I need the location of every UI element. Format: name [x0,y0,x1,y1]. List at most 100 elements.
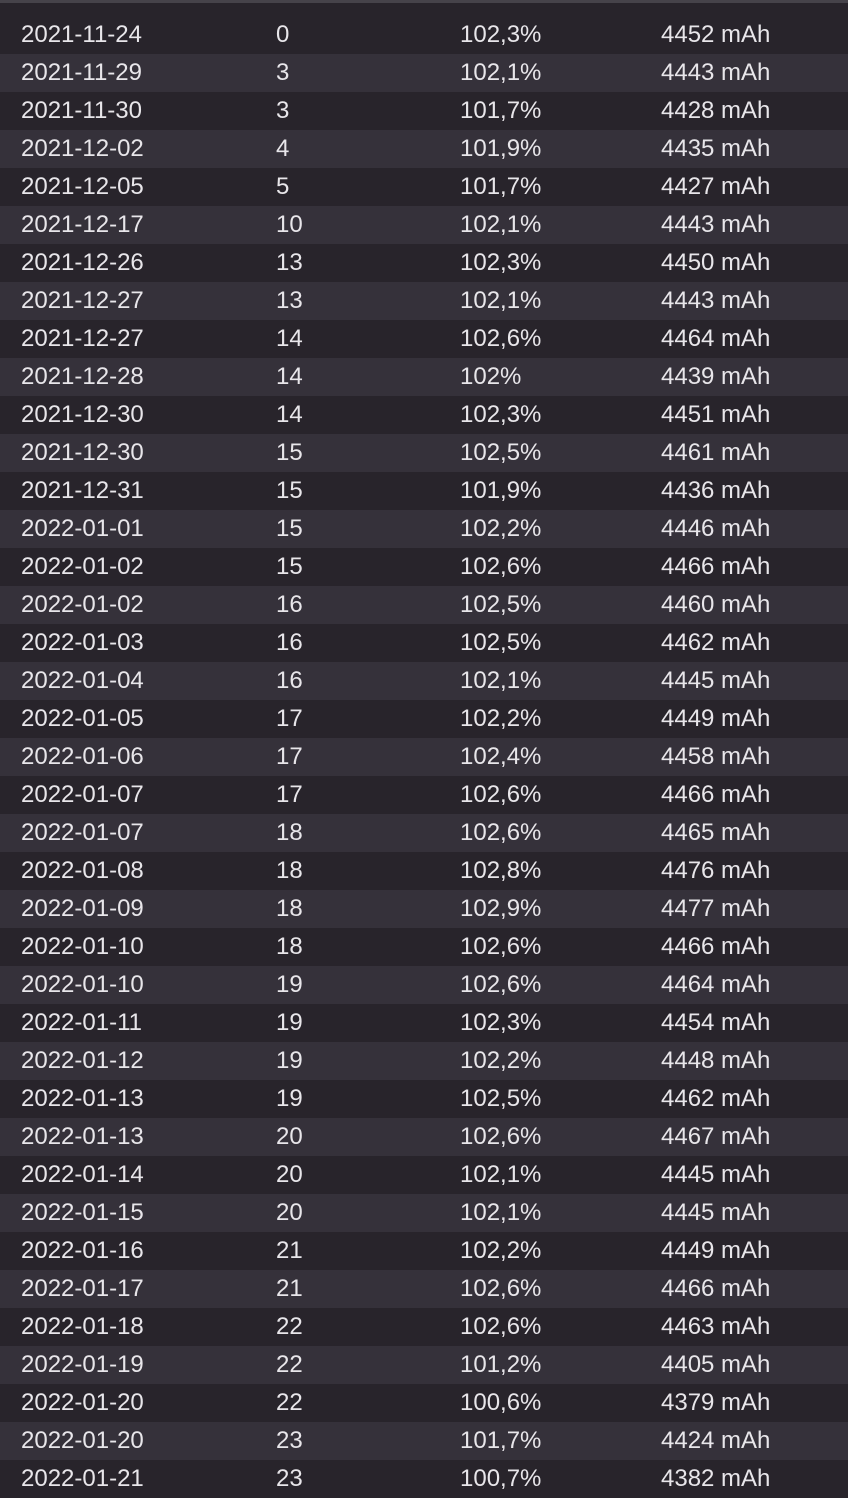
cycle-count-cell: 22 [276,1313,303,1340]
table-row[interactable]: 2021-12-27 13 102,1% 4443 mAh [0,282,848,320]
table-row[interactable]: 2022-01-13 20 102,6% 4467 mAh [0,1118,848,1156]
table-row[interactable]: 2022-01-11 19 102,3% 4454 mAh [0,1004,848,1042]
cycle-count-cell: 17 [276,743,303,770]
capacity-mah-cell: 4461 mAh [661,439,771,466]
capacity-mah-cell: 4465 mAh [661,819,771,846]
date-cell: 2022-01-15 [21,1199,144,1226]
capacity-mah-cell: 4424 mAh [661,1427,771,1454]
table-row[interactable]: 2022-01-14 20 102,1% 4445 mAh [0,1156,848,1194]
cycle-count-cell: 0 [276,21,290,48]
capacity-mah-cell: 4382 mAh [661,1465,771,1492]
capacity-mah-cell: 4462 mAh [661,1085,771,1112]
capacity-percent-cell: 102,3% [460,1009,542,1036]
cycle-count-cell: 20 [276,1199,303,1226]
table-row[interactable]: 2022-01-02 15 102,6% 4466 mAh [0,548,848,586]
cycle-count-cell: 19 [276,1085,303,1112]
table-row[interactable]: 2022-01-07 17 102,6% 4466 mAh [0,776,848,814]
date-cell: 2022-01-21 [21,1465,144,1492]
table-row[interactable]: 2021-12-02 4 101,9% 4435 mAh [0,130,848,168]
table-row[interactable]: 2022-01-02 16 102,5% 4460 mAh [0,586,848,624]
table-row[interactable]: 2022-01-12 19 102,2% 4448 mAh [0,1042,848,1080]
table-row[interactable]: 2021-12-30 15 102,5% 4461 mAh [0,434,848,472]
table-row[interactable]: 2022-01-08 18 102,8% 4476 mAh [0,852,848,890]
table-row[interactable]: 2022-01-15 20 102,1% 4445 mAh [0,1194,848,1232]
table-row[interactable]: 2021-11-29 3 102,1% 4443 mAh [0,54,848,92]
capacity-mah-cell: 4435 mAh [661,135,771,162]
date-cell: 2022-01-12 [21,1047,144,1074]
table-row[interactable]: 2022-01-13 19 102,5% 4462 mAh [0,1080,848,1118]
capacity-mah-cell: 4448 mAh [661,1047,771,1074]
date-cell: 2022-01-19 [21,1351,144,1378]
date-cell: 2021-11-29 [21,59,142,86]
top-divider [0,0,848,3]
cycle-count-cell: 16 [276,629,303,656]
table-row[interactable]: 2022-01-09 18 102,9% 4477 mAh [0,890,848,928]
capacity-percent-cell: 102,1% [460,287,542,314]
table-row[interactable]: 2022-01-10 18 102,6% 4466 mAh [0,928,848,966]
table-row[interactable]: 2022-01-10 19 102,6% 4464 mAh [0,966,848,1004]
table-row[interactable]: 2021-11-24 0 102,3% 4452 mAh [0,16,848,54]
table-row[interactable]: 2022-01-16 21 102,2% 4449 mAh [0,1232,848,1270]
date-cell: 2021-11-24 [21,21,142,48]
date-cell: 2022-01-20 [21,1427,144,1454]
capacity-mah-cell: 4458 mAh [661,743,771,770]
table-row[interactable]: 2022-01-20 23 101,7% 4424 mAh [0,1422,848,1460]
table-row[interactable]: 2022-01-17 21 102,6% 4466 mAh [0,1270,848,1308]
date-cell: 2022-01-16 [21,1237,144,1264]
capacity-percent-cell: 102,1% [460,1161,542,1188]
table-row[interactable]: 2022-01-20 22 100,6% 4379 mAh [0,1384,848,1422]
cycle-count-cell: 18 [276,933,303,960]
table-row[interactable]: 2021-12-27 14 102,6% 4464 mAh [0,320,848,358]
table-row[interactable]: 2022-01-04 16 102,1% 4445 mAh [0,662,848,700]
cycle-count-cell: 13 [276,287,303,314]
date-cell: 2021-12-30 [21,439,144,466]
capacity-mah-cell: 4445 mAh [661,667,771,694]
cycle-count-cell: 17 [276,781,303,808]
capacity-percent-cell: 102,5% [460,629,542,656]
capacity-mah-cell: 4379 mAh [661,1389,771,1416]
table-row[interactable]: 2022-01-07 18 102,6% 4465 mAh [0,814,848,852]
capacity-percent-cell: 102,3% [460,249,542,276]
table-row[interactable]: 2021-12-17 10 102,1% 4443 mAh [0,206,848,244]
date-cell: 2021-12-31 [21,477,144,504]
cycle-count-cell: 4 [276,135,290,162]
date-cell: 2021-12-28 [21,363,144,390]
cycle-count-cell: 15 [276,439,303,466]
table-row[interactable]: 2022-01-03 16 102,5% 4462 mAh [0,624,848,662]
capacity-mah-cell: 4443 mAh [661,59,771,86]
capacity-mah-cell: 4466 mAh [661,933,771,960]
battery-history-table: 2021-11-24 0 102,3% 4452 mAh 2021-11-29 3 102,… [0,16,848,1498]
capacity-percent-cell: 102,6% [460,1275,542,1302]
capacity-percent-cell: 102,1% [460,1199,542,1226]
capacity-mah-cell: 4445 mAh [661,1161,771,1188]
date-cell: 2021-12-30 [21,401,144,428]
cycle-count-cell: 15 [276,515,303,542]
table-row[interactable]: 2022-01-06 17 102,4% 4458 mAh [0,738,848,776]
capacity-mah-cell: 4405 mAh [661,1351,771,1378]
table-row[interactable]: 2022-01-21 23 100,7% 4382 mAh [0,1460,848,1498]
cycle-count-cell: 22 [276,1389,303,1416]
table-row[interactable]: 2021-12-28 14 102% 4439 mAh [0,358,848,396]
capacity-mah-cell: 4462 mAh [661,629,771,656]
table-row[interactable]: 2021-12-26 13 102,3% 4450 mAh [0,244,848,282]
table-row[interactable]: 2022-01-18 22 102,6% 4463 mAh [0,1308,848,1346]
capacity-percent-cell: 102,1% [460,59,542,86]
table-row[interactable]: 2022-01-19 22 101,2% 4405 mAh [0,1346,848,1384]
capacity-percent-cell: 101,7% [460,1427,542,1454]
table-row[interactable]: 2022-01-05 17 102,2% 4449 mAh [0,700,848,738]
table-row[interactable]: 2021-12-31 15 101,9% 4436 mAh [0,472,848,510]
cycle-count-cell: 22 [276,1351,303,1378]
table-row[interactable]: 2021-12-30 14 102,3% 4451 mAh [0,396,848,434]
table-row[interactable]: 2022-01-01 15 102,2% 4446 mAh [0,510,848,548]
capacity-percent-cell: 102,2% [460,515,542,542]
table-row[interactable]: 2021-12-05 5 101,7% 4427 mAh [0,168,848,206]
table-row[interactable]: 2021-11-30 3 101,7% 4428 mAh [0,92,848,130]
date-cell: 2022-01-20 [21,1389,144,1416]
date-cell: 2022-01-01 [21,515,144,542]
date-cell: 2022-01-10 [21,971,144,998]
capacity-percent-cell: 102,3% [460,21,542,48]
date-cell: 2022-01-14 [21,1161,144,1188]
cycle-count-cell: 14 [276,363,303,390]
capacity-mah-cell: 4466 mAh [661,1275,771,1302]
date-cell: 2022-01-02 [21,553,144,580]
